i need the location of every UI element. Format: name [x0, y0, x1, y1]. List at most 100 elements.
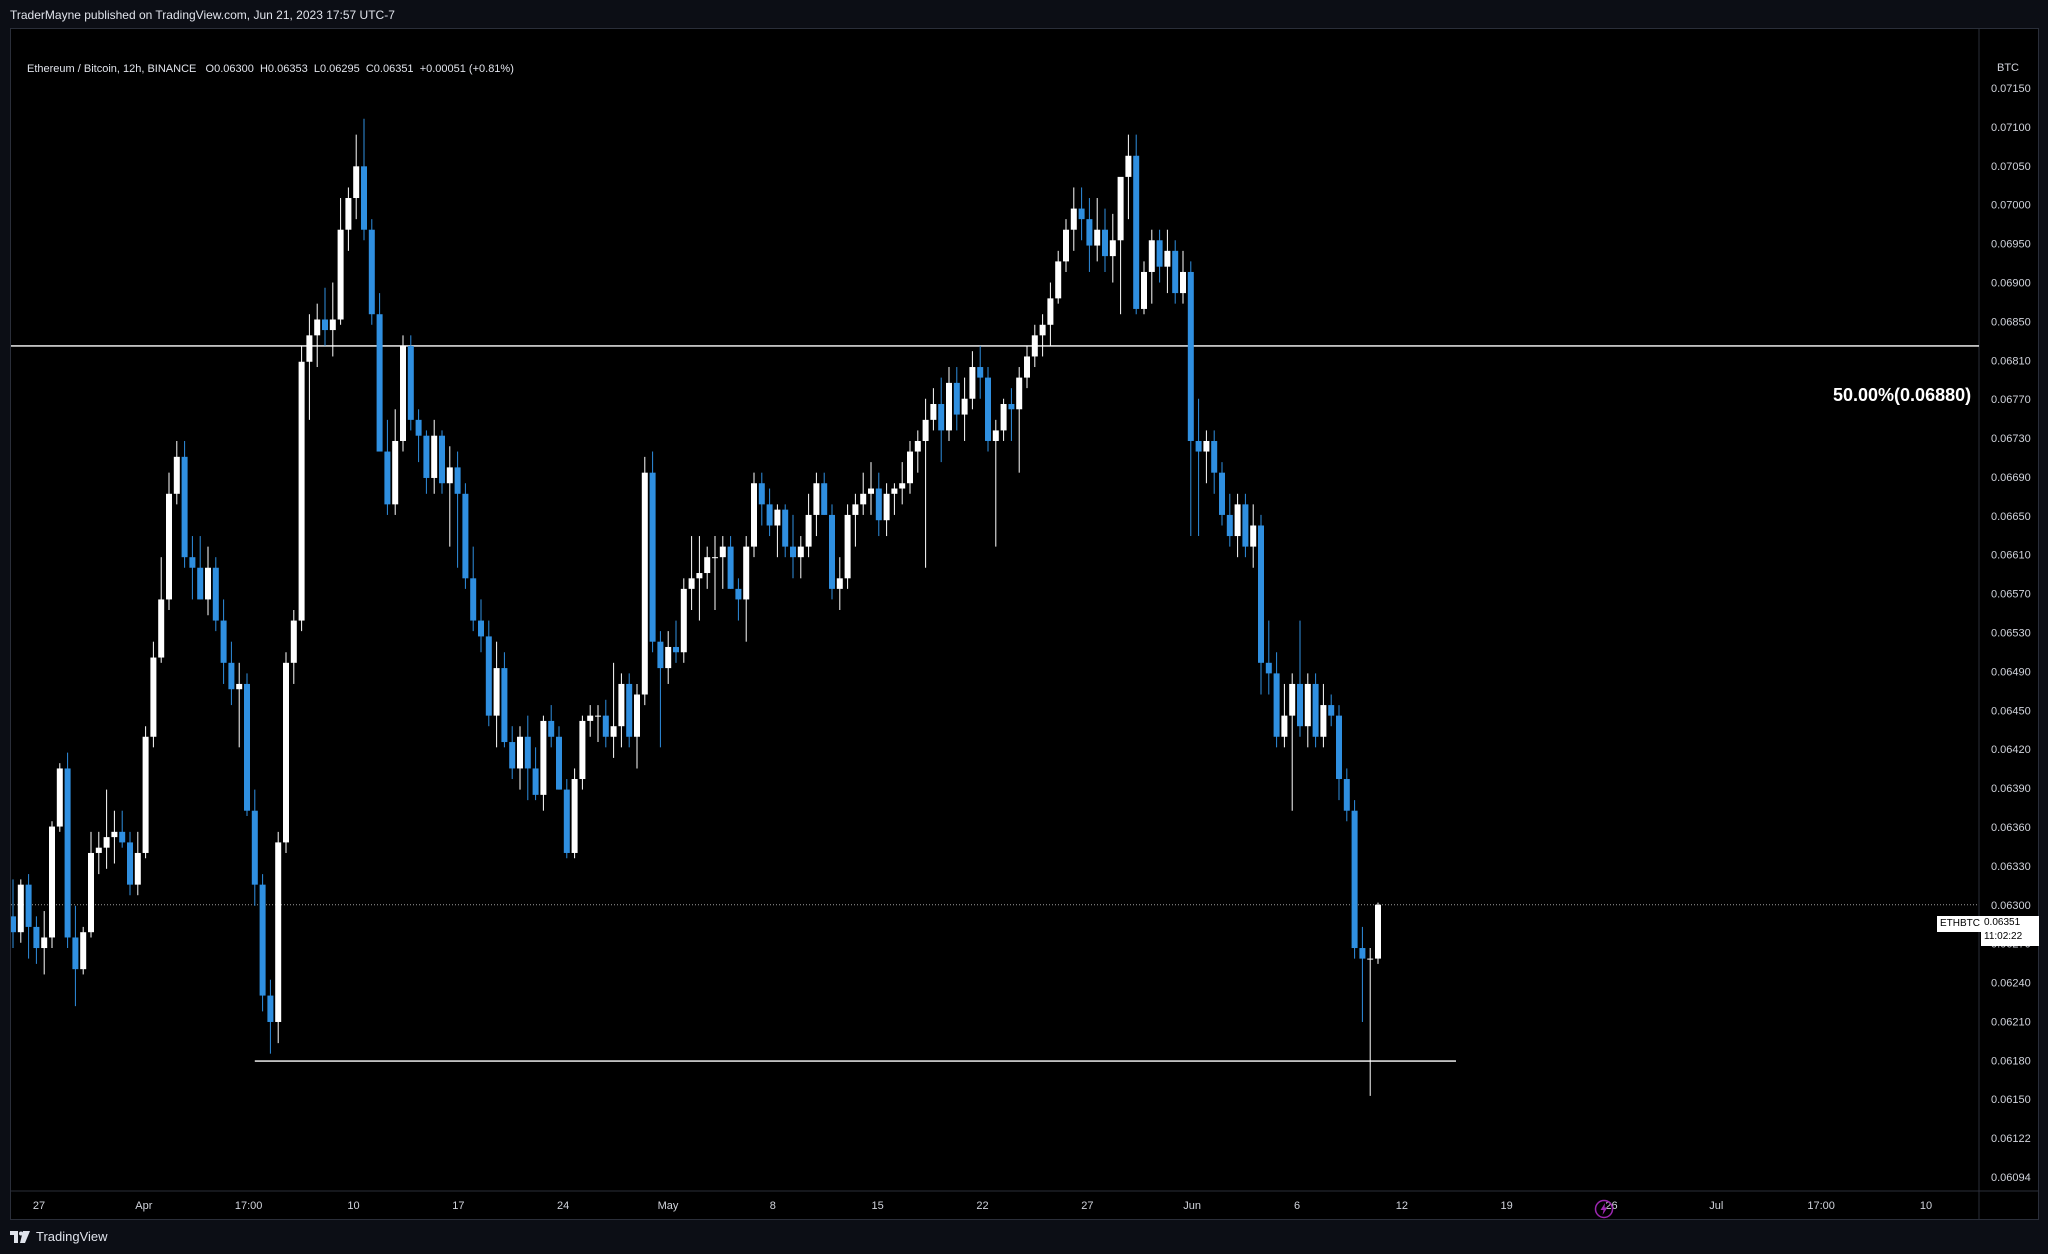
- candle-body: [1187, 271, 1194, 441]
- fib-level-label: 50.00%(0.06880): [1833, 385, 1972, 405]
- chart-panel[interactable]: 0.07150 0.07100 0.07050 0.07000 0.06950 0.069…: [10, 28, 2039, 1220]
- candle-body: [1195, 440, 1202, 452]
- candle-body: [205, 567, 211, 600]
- price-tick-label: 0.06570: [1991, 589, 2031, 601]
- price-tick-label: 0.06730: [1991, 433, 2031, 445]
- candle-body: [470, 578, 477, 621]
- candle-body: [1375, 904, 1381, 959]
- candle-body: [509, 742, 516, 769]
- candle-body: [400, 345, 406, 441]
- candle-body: [1008, 404, 1015, 410]
- price-tick-label: 0.06300: [1991, 900, 2031, 912]
- candle-body: [1359, 948, 1366, 959]
- candle-body: [415, 419, 422, 436]
- candle-body: [1031, 335, 1038, 357]
- price-tick-label: 0.06240: [1991, 978, 2031, 990]
- candle-body: [166, 493, 172, 600]
- candle-body: [80, 932, 87, 970]
- candle-body: [314, 319, 321, 336]
- price-tick-label: 0.06770: [1991, 394, 2031, 406]
- time-tick-label: 17:00: [1807, 1200, 1835, 1212]
- candle-body: [17, 884, 24, 933]
- candle-body: [275, 842, 282, 1022]
- candle-body: [1000, 404, 1007, 431]
- candle-body: [758, 483, 765, 505]
- candle-body: [1226, 514, 1233, 537]
- candle-body: [922, 419, 929, 441]
- candle-body: [103, 837, 110, 848]
- candle-body: [1016, 377, 1023, 410]
- candle-body: [821, 483, 828, 515]
- candle-body: [1070, 208, 1077, 230]
- candle-body: [907, 451, 913, 484]
- candle-body: [844, 514, 851, 579]
- price-unit-label: BTC: [1997, 62, 2019, 74]
- candle-body: [774, 509, 781, 526]
- candle-body: [392, 440, 399, 505]
- candle-body: [197, 567, 204, 600]
- candle-body: [64, 768, 71, 938]
- candle-body: [852, 504, 859, 515]
- candle-body: [1047, 298, 1054, 325]
- candle-body: [1219, 472, 1225, 515]
- candle-body: [88, 852, 94, 933]
- candle-body: [680, 588, 687, 653]
- candle-body: [1234, 504, 1241, 537]
- candle-body: [977, 367, 984, 378]
- candle-body: [1211, 440, 1218, 473]
- candle-body: [961, 398, 968, 415]
- price-tick-label: 0.06950: [1991, 239, 2031, 251]
- time-tick-label: Jun: [1183, 1200, 1201, 1212]
- candle-body: [1304, 683, 1311, 727]
- time-tick-label: 6: [1294, 1200, 1300, 1212]
- legend-high: H0.06353: [259, 63, 308, 75]
- candle-body: [727, 546, 734, 589]
- candle-body: [181, 456, 188, 558]
- candle-body: [1156, 240, 1163, 267]
- price-tick-label: 0.06330: [1991, 861, 2031, 873]
- candle-body: [953, 382, 960, 415]
- candle-body: [337, 229, 344, 320]
- footer-bar: TradingView: [0, 1220, 2048, 1254]
- candle-body: [173, 456, 180, 494]
- candle-body: [1078, 208, 1085, 220]
- candle-body: [1281, 715, 1288, 737]
- candle-body: [1133, 155, 1140, 309]
- time-tick-label: 8: [770, 1200, 776, 1212]
- candle-body: [813, 483, 820, 515]
- candle-body: [1164, 250, 1171, 267]
- publisher-text: TraderMayne published on TradingView.com…: [10, 8, 395, 22]
- time-tick-label: 27: [33, 1200, 45, 1212]
- last-price-value: 0.06351: [1984, 917, 2021, 928]
- candle-body: [11, 916, 16, 933]
- candle-body: [634, 694, 640, 737]
- candle-body: [407, 345, 414, 420]
- price-tick-label: 0.07100: [1991, 122, 2031, 134]
- candle-body: [1367, 958, 1374, 960]
- candle-body: [384, 451, 391, 505]
- legend-close: C0.06351: [365, 63, 414, 75]
- candle-body: [1312, 683, 1319, 737]
- candle-body: [712, 557, 718, 559]
- time-tick-label: 15: [872, 1200, 884, 1212]
- candle-body: [914, 440, 921, 452]
- candle-body: [563, 789, 570, 853]
- candle-body: [1055, 261, 1062, 299]
- candle-body: [33, 926, 40, 949]
- candle-body: [298, 361, 305, 621]
- candle-body: [829, 514, 835, 589]
- tradingview-logo[interactable]: TradingView: [10, 1229, 108, 1244]
- candle-body: [439, 435, 445, 484]
- candle-body: [1320, 705, 1327, 737]
- lightning-icon[interactable]: [1594, 1199, 1614, 1219]
- candle-body: [111, 831, 118, 838]
- candle-body: [891, 488, 898, 494]
- price-tick-label: 0.06094: [1991, 1172, 2031, 1184]
- last-price-tag: 0.06351 11:02:22: [1981, 916, 2039, 946]
- price-tick-label: 0.06450: [1991, 705, 2031, 717]
- candle-body: [1125, 155, 1132, 177]
- price-tick-label: 0.06490: [1991, 666, 2031, 678]
- candle-body: [602, 715, 609, 737]
- candle-body: [485, 636, 492, 716]
- chart-canvas[interactable]: 0.07150 0.07100 0.07050 0.07000 0.06950 0.069…: [11, 29, 2038, 1219]
